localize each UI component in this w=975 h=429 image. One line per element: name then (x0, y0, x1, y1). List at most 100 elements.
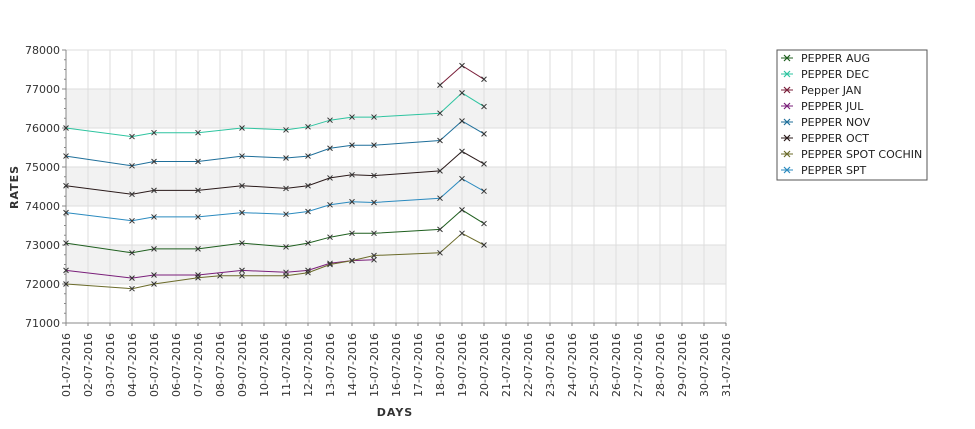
data-point (437, 249, 443, 256)
series-pepper-oct (63, 148, 487, 198)
legend-label: PEPPER SPOT COCHIN (801, 148, 922, 161)
data-point (151, 129, 157, 136)
x-tick-label: 24-07-2016 (566, 333, 579, 397)
data-point (349, 230, 355, 237)
data-point (151, 187, 157, 194)
data-point (63, 153, 69, 159)
data-point (459, 207, 465, 213)
data-point (437, 82, 443, 88)
series-pepper-aug (63, 207, 487, 256)
data-point (283, 244, 289, 250)
series-pepper-spot-cochin (63, 230, 487, 292)
legend-swatch-marker (783, 70, 791, 78)
data-point (305, 240, 311, 246)
data-point (481, 220, 487, 227)
legend-swatch-marker (783, 102, 791, 110)
x-tick-label: 03-07-2016 (104, 333, 117, 397)
data-point (63, 240, 69, 246)
x-tick-label: 07-07-2016 (192, 333, 205, 397)
y-tick-label: 75000 (25, 161, 60, 174)
y-tick-label: 76000 (25, 122, 60, 135)
series-lines (63, 62, 487, 292)
data-point (371, 256, 377, 263)
data-point (327, 201, 333, 208)
data-point (283, 185, 289, 192)
data-point (305, 123, 311, 130)
data-point (481, 130, 487, 137)
x-tick-label: 04-07-2016 (126, 333, 139, 397)
data-point (239, 182, 245, 189)
data-point (239, 240, 245, 246)
x-tick-label: 18-07-2016 (434, 333, 447, 397)
data-point (63, 281, 69, 287)
x-tick-label: 27-07-2016 (632, 333, 645, 397)
data-point (459, 62, 465, 69)
data-point (459, 148, 465, 155)
data-point (217, 272, 223, 279)
x-tick-label: 15-07-2016 (368, 333, 381, 397)
x-tick-label: 30-07-2016 (698, 333, 711, 397)
legend: PEPPER AUG PEPPER DEC Pepper JAN PEPPER JUL… (776, 49, 928, 181)
legend-label: PEPPER JUL (801, 100, 864, 113)
data-point (437, 110, 443, 117)
y-tick-labels: 71000 72000 73000 74000 75000 76000 77000 78000 (25, 44, 60, 330)
legend-item: PEPPER JUL (781, 100, 864, 113)
x-tick-label: 11-07-2016 (280, 333, 293, 397)
data-point (437, 195, 443, 202)
y-axis-title: RATES (8, 165, 21, 209)
legend-swatch-marker (783, 134, 791, 142)
data-point (481, 103, 487, 110)
data-point (129, 133, 135, 140)
x-tick-label: 20-07-2016 (478, 333, 491, 397)
data-point (459, 118, 465, 124)
data-point (305, 269, 311, 276)
series-pepper-spt (63, 175, 487, 224)
legend-box (776, 49, 928, 181)
y-tick-label: 71000 (25, 317, 60, 330)
data-point (305, 182, 311, 189)
y-tick-label: 74000 (25, 200, 60, 213)
legend-item: PEPPER SPOT COCHIN (781, 148, 922, 161)
x-tick-label: 22-07-2016 (522, 333, 535, 397)
series-line (65, 259, 375, 279)
data-point (481, 161, 487, 167)
legend-label: PEPPER SPT (801, 164, 867, 177)
x-tick-label: 12-07-2016 (302, 333, 315, 397)
data-point (239, 272, 245, 279)
data-point (349, 114, 355, 120)
x-tick-label: 09-07-2016 (236, 333, 249, 397)
data-point (151, 272, 157, 278)
data-point (129, 275, 135, 282)
x-axis-title: DAYS (377, 406, 413, 419)
data-point (459, 175, 465, 182)
series-pepper-nov (63, 118, 487, 169)
legend-item: PEPPER SPT (781, 164, 867, 177)
data-point (239, 267, 245, 274)
legend-swatch-marker (783, 86, 791, 94)
x-tick-label: 06-07-2016 (170, 333, 183, 397)
x-tick-label: 05-07-2016 (148, 333, 161, 397)
axes (62, 49, 727, 326)
x-tick-label: 01-07-2016 (60, 333, 73, 397)
x-tick-label: 17-07-2016 (412, 333, 425, 397)
data-point (305, 208, 311, 215)
data-point (437, 168, 443, 174)
data-point (327, 234, 333, 241)
data-point (151, 158, 157, 165)
legend-item: PEPPER OCT (781, 132, 869, 145)
x-tick-label: 28-07-2016 (654, 333, 667, 397)
x-tick-label: 29-07-2016 (676, 333, 689, 397)
data-point (481, 242, 487, 248)
data-point (371, 172, 377, 179)
data-point (481, 188, 487, 195)
y-tick-label: 78000 (25, 44, 60, 57)
data-point (63, 182, 69, 189)
y-tick-label: 72000 (25, 278, 60, 291)
x-tick-label: 14-07-2016 (346, 333, 359, 397)
data-point (129, 217, 135, 224)
data-point (195, 158, 201, 165)
legend-item: PEPPER AUG (781, 52, 870, 65)
data-point (349, 171, 355, 178)
data-point (371, 199, 377, 206)
